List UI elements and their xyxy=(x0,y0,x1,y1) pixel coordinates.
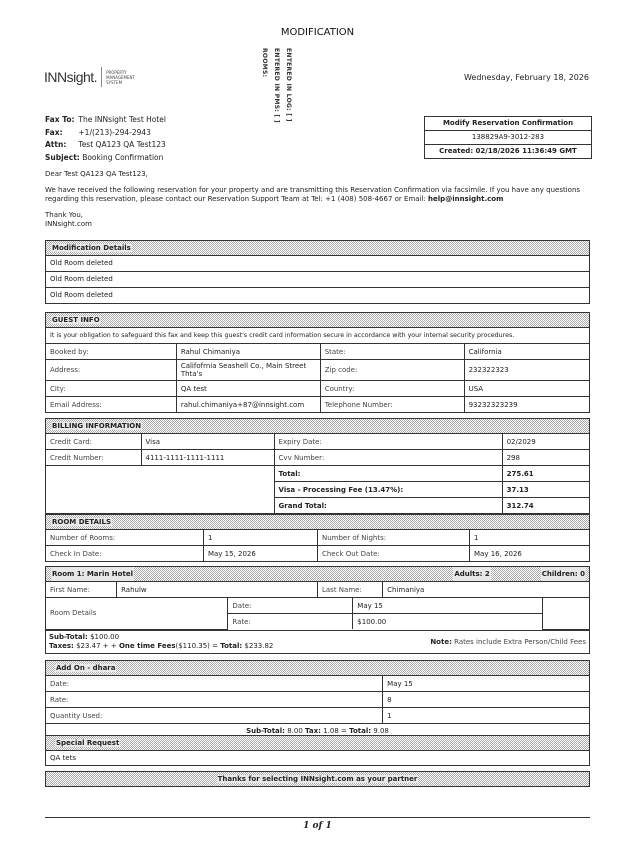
support-email[interactable]: help@innsight.com xyxy=(428,195,504,203)
room-details-section: ROOM DETAILS Number of Rooms: 1 Number of … xyxy=(45,514,590,562)
fax-to: The INNsight Test Hotel xyxy=(78,115,167,124)
addon-section: Add On - dhara Date: May 15 Rate: 8 Quanti… xyxy=(45,660,590,740)
list-item: Old Room deleted xyxy=(50,291,113,299)
footer-divider xyxy=(45,817,590,818)
guest-table: Booked by: Rahul Chimaniya State: Californi… xyxy=(46,344,589,412)
billing-table: Credit Card: Visa Expiry Date: 02/2029 Cred… xyxy=(46,434,589,513)
security-notice: It is your obligation to safeguard this … xyxy=(46,328,589,344)
page-number: 1 of 1 xyxy=(303,821,332,831)
thanks-banner: Thanks for selecting INNsight.com as you… xyxy=(45,771,590,787)
created-timestamp: Created: 02/18/2026 11:36:49 GMT xyxy=(439,147,577,155)
document-title: MODIFICATION xyxy=(280,27,355,38)
confirmation-number: 138829A9-3012-283 xyxy=(425,131,591,145)
special-request-section: Special Request QA tets xyxy=(45,735,590,766)
attn: Test QA123 QA Test123 xyxy=(78,140,166,150)
room-1-section: Room 1: Marin Hotel Adults: 2 Children: … xyxy=(45,566,590,654)
logo-wordmark: INNsight. xyxy=(44,69,98,85)
cover-letter: Dear Test QA123 QA Test123, We have rece… xyxy=(45,170,581,228)
subject: Booking Confirmation xyxy=(82,153,164,163)
list-item: Old Room deleted xyxy=(46,256,589,272)
list-item: Old Room deleted xyxy=(46,272,589,288)
guest-info-section: GUEST INFO It is your obligation to safe… xyxy=(45,312,590,413)
entered-in-log-label: ENTERED IN LOG: [ ] xyxy=(285,48,292,122)
modification-details-section: Modification Details Old Room deleted Ol… xyxy=(45,240,590,304)
document-date: Wednesday, February 18, 2026 xyxy=(463,73,589,82)
billing-section: BILLING INFORMATION Credit Card: Visa Expi… xyxy=(45,418,590,514)
special-request-text: QA tets xyxy=(50,754,76,762)
fax-header: Fax To: The INNsight Test Hotel Fax: +1/… xyxy=(45,115,167,163)
fax-number: +1/(213)-294-2943 xyxy=(78,127,151,137)
innsight-logo: INNsight. PROPERTY MANAGEMENT SYSTEM xyxy=(44,64,154,90)
confirmation-box: Modify Reservation Confirmation 138829A9… xyxy=(424,116,592,159)
entered-in-pms-label: ENTERED IN PMS: [ ] xyxy=(273,48,280,123)
logo-tagline: PROPERTY MANAGEMENT SYSTEM xyxy=(106,69,135,85)
confirmation-heading: Modify Reservation Confirmation xyxy=(425,117,591,131)
rooms-label: ROOMS: xyxy=(261,48,268,78)
grand-total: 312.74 xyxy=(501,497,589,513)
